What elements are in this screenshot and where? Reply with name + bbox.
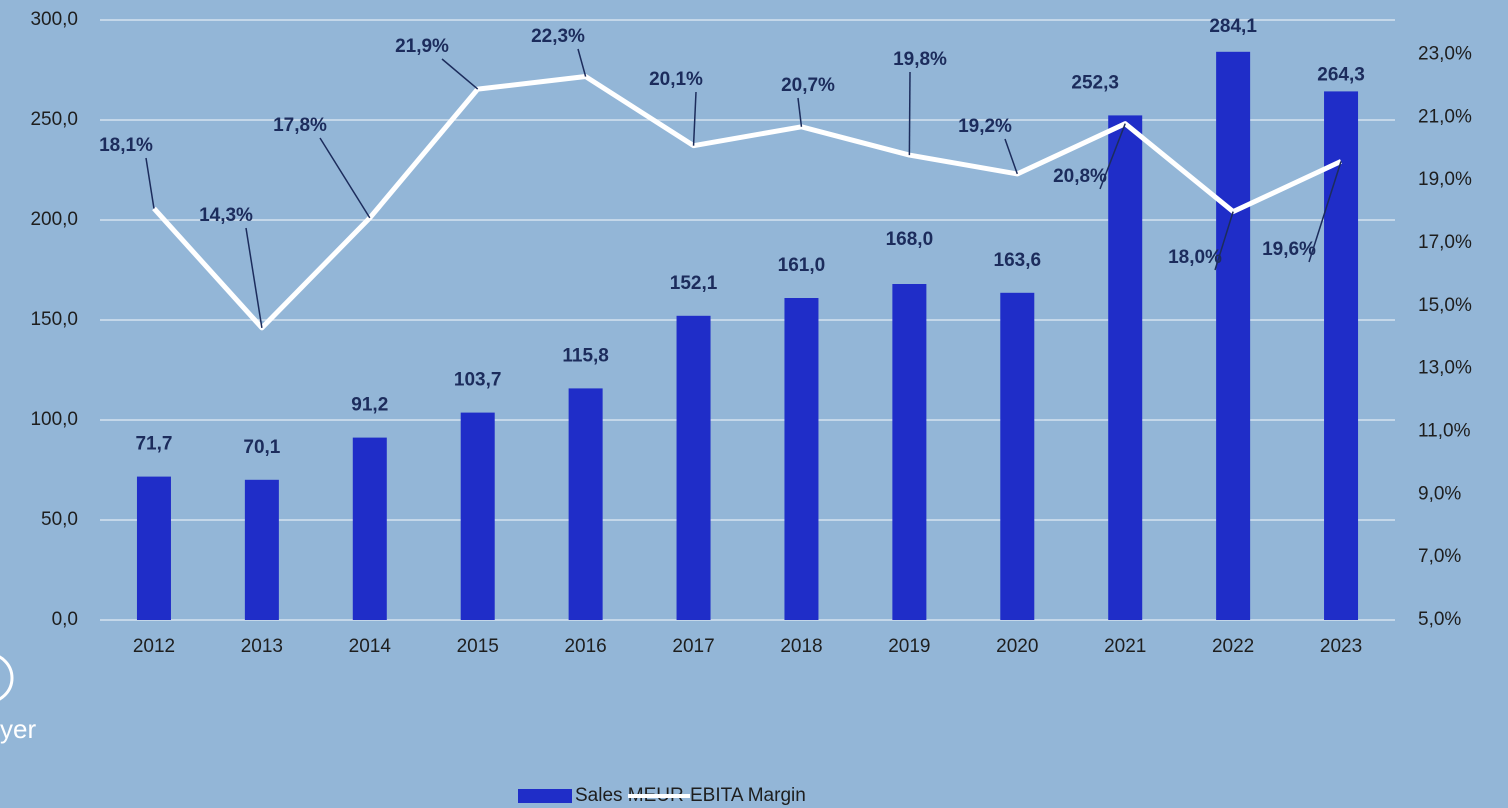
data-label: 152,1 [670,273,718,294]
leader-line [145,157,155,209]
x-tick-label: 2014 [349,636,392,657]
y-tick-label: 100,0 [30,409,78,430]
y2-tick-label: 19,0% [1418,169,1472,190]
x-tick-label: 2020 [996,636,1038,657]
data-label: 21,9% [395,36,449,57]
leader-line [797,97,803,127]
y2-tick-label: 17,0% [1418,232,1472,253]
data-label: 163,6 [994,250,1042,271]
leader-line [1099,123,1126,190]
legend-swatch [518,789,572,803]
bar [1324,91,1359,620]
data-label: 17,8% [273,115,327,136]
y2-tick-label: 15,0% [1418,295,1472,316]
data-label: 20,8% [1053,166,1107,187]
x-tick-label: 2022 [1212,636,1254,657]
data-label: 284,1 [1209,16,1257,37]
leader-line [1004,138,1018,175]
data-label: 20,1% [649,69,703,90]
data-label: 18,0% [1168,247,1222,268]
x-tick-label: 2019 [888,636,930,657]
y2-tick-label: 21,0% [1418,106,1472,127]
y2-tick-label: 23,0% [1418,44,1472,65]
bar [892,284,927,620]
data-label: 115,8 [562,345,609,366]
data-label: 22,3% [531,26,585,47]
y2-tick-label: 13,0% [1418,358,1472,379]
x-tick-label: 2015 [457,636,499,657]
data-label: 19,8% [893,49,947,70]
leader-line [1214,211,1234,271]
data-label: 19,6% [1262,239,1316,260]
data-label: 264,3 [1317,64,1365,85]
bar [244,479,279,620]
bar [1108,115,1143,621]
data-label: 14,3% [199,205,253,226]
bar [352,437,387,620]
y2-tick-label: 7,0% [1418,546,1461,567]
y-tick-label: 0,0 [52,609,78,630]
data-label: 252,3 [1071,72,1119,93]
y2-tick-label: 11,0% [1418,421,1471,442]
data-label: 103,7 [454,370,502,391]
data-label: 71,7 [135,434,172,455]
bar [1216,51,1251,621]
leader-line [319,137,371,219]
x-tick-label: 2016 [564,636,606,657]
y2-tick-label: 9,0% [1418,483,1461,504]
data-label: 91,2 [351,395,388,416]
data-label: 20,7% [781,75,835,96]
bar [460,412,495,620]
leader-line [441,58,479,90]
x-tick-label: 2013 [241,636,283,657]
data-label: 18,1% [99,135,153,156]
data-label: 70,1 [243,437,280,458]
bar [136,476,171,620]
data-label: 168,0 [886,229,934,250]
leader-line [1308,161,1342,263]
line [152,74,1343,331]
x-tick-label: 2018 [780,636,822,657]
bar [784,298,819,620]
data-label: 19,2% [958,116,1012,137]
bar [568,388,603,620]
y-tick-label: 50,0 [41,509,78,530]
x-tick-label: 2017 [672,636,714,657]
annotation: yer [0,714,36,744]
y-tick-label: 150,0 [30,309,78,330]
leader-line [245,227,263,328]
bar [1000,292,1035,620]
data-label: 161,0 [778,255,826,276]
y-tick-label: 250,0 [30,109,78,130]
x-tick-label: 2023 [1320,636,1362,657]
y-tick-label: 200,0 [30,209,78,230]
x-tick-label: 2012 [133,636,175,657]
leader-line [692,91,697,146]
logo-fragment [0,655,14,701]
x-tick-label: 2021 [1104,636,1146,657]
bar [676,315,711,620]
y2-tick-label: 5,0% [1418,609,1461,630]
leader-line [908,71,911,156]
y-tick-label: 300,0 [30,9,78,30]
leader-line [577,48,587,77]
legend-label: EBITA Margin [690,785,806,806]
